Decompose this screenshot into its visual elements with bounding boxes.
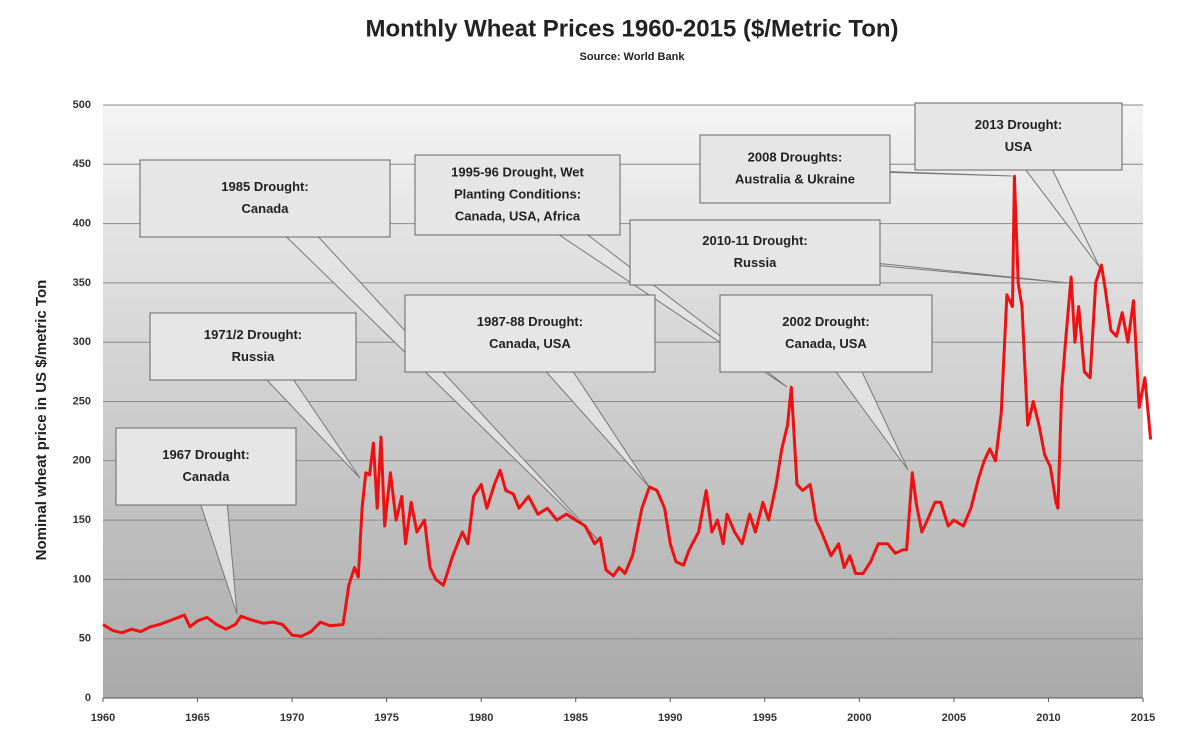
annotation-text: Canada bbox=[183, 469, 231, 484]
callout-box bbox=[115, 427, 297, 506]
y-tick-label: 0 bbox=[85, 692, 91, 704]
annotation-text: Australia & Ukraine bbox=[735, 171, 855, 186]
annotation-text: 2008 Droughts: bbox=[748, 149, 843, 164]
callout-box bbox=[414, 154, 621, 236]
annotation-text: 2002 Drought: bbox=[782, 314, 869, 329]
x-tick-label: 2015 bbox=[1131, 712, 1155, 724]
x-tick-label: 1965 bbox=[185, 712, 209, 724]
annotation-text: 1995-96 Drought, Wet bbox=[451, 164, 584, 179]
y-tick-label: 250 bbox=[73, 395, 91, 407]
x-tick-label: 2010 bbox=[1036, 712, 1060, 724]
y-tick-label: 450 bbox=[73, 158, 91, 170]
annotation-text: Russia bbox=[734, 255, 777, 270]
annotation-text: 1967 Drought: bbox=[162, 447, 249, 462]
annotation-text: Russia bbox=[232, 349, 275, 364]
x-tick-label: 1980 bbox=[469, 712, 493, 724]
x-tick-label: 1990 bbox=[658, 712, 682, 724]
annotation-text: 1971/2 Drought: bbox=[204, 327, 302, 342]
y-tick-label: 100 bbox=[73, 573, 91, 585]
annotation-text: 2013 Drought: bbox=[975, 117, 1062, 132]
annotation-text: 1987-88 Drought: bbox=[477, 314, 583, 329]
y-tick-label: 500 bbox=[73, 99, 91, 111]
annotation-text: Canada, USA, Africa bbox=[455, 208, 581, 223]
annotation-text: 1985 Drought: bbox=[221, 179, 308, 194]
annotation-text: Canada, USA bbox=[785, 336, 867, 351]
x-tick-label: 1970 bbox=[280, 712, 304, 724]
callout-box bbox=[719, 294, 933, 373]
callout-box bbox=[404, 294, 656, 373]
annotation-text: 2010-11 Drought: bbox=[702, 233, 807, 248]
y-tick-label: 300 bbox=[73, 336, 91, 348]
annotation-text: USA bbox=[1005, 139, 1033, 154]
y-tick-label: 200 bbox=[73, 455, 91, 467]
x-tick-label: 1960 bbox=[91, 712, 115, 724]
annotation-text: Canada bbox=[242, 201, 290, 216]
y-axis-label: Nominal wheat price in US $/metric Ton bbox=[33, 280, 50, 561]
y-tick-label: 50 bbox=[79, 633, 91, 645]
annotation-text: Canada, USA bbox=[489, 336, 571, 351]
x-tick-label: 1995 bbox=[753, 712, 777, 724]
chart-title: Monthly Wheat Prices 1960-2015 ($/Metric… bbox=[365, 15, 898, 42]
x-tick-label: 1975 bbox=[374, 712, 398, 724]
callout-box bbox=[149, 312, 357, 381]
x-tick-label: 1985 bbox=[563, 712, 587, 724]
callout-box bbox=[699, 134, 891, 204]
callout-box bbox=[629, 219, 881, 286]
chart-subtitle: Source: World Bank bbox=[580, 51, 686, 63]
y-tick-label: 150 bbox=[73, 514, 91, 526]
y-tick-label: 350 bbox=[73, 277, 91, 289]
x-tick-label: 2000 bbox=[847, 712, 871, 724]
annotation-text: Planting Conditions: bbox=[454, 186, 581, 201]
callout-box bbox=[914, 102, 1123, 171]
x-tick-label: 2005 bbox=[942, 712, 966, 724]
y-tick-label: 400 bbox=[73, 218, 91, 230]
callout-box bbox=[139, 159, 391, 238]
data-line bbox=[102, 174, 1153, 638]
